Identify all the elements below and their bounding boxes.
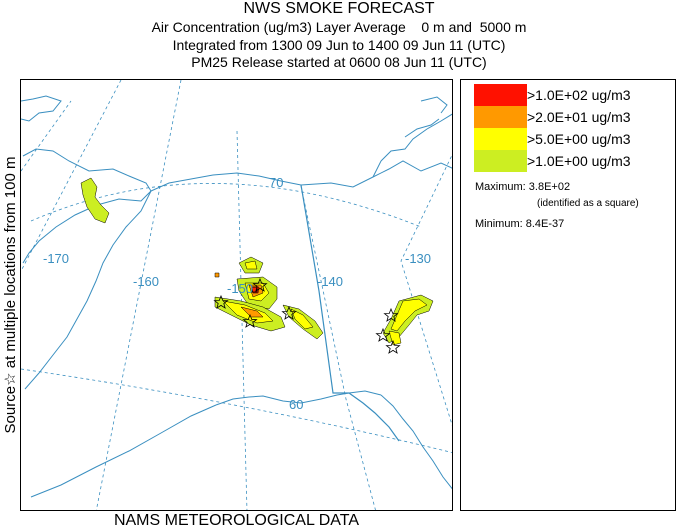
legend-swatch-3 [474, 128, 527, 150]
source-star-6 [375, 327, 391, 342]
source-star-5 [383, 307, 399, 322]
legend-swatch-2 [474, 106, 527, 128]
coast-southcentral [215, 390, 382, 406]
subtitle-release: PM25 Release started at 0600 08 Jun 11 (… [191, 54, 487, 70]
map-panel: -170 -160 -150 -140 -130 70 60 [20, 79, 453, 511]
lon-label-minus150: -150 [227, 281, 253, 296]
lon-line-minus170 [21, 80, 122, 272]
coast-panhandle [380, 394, 452, 490]
source-star-7 [385, 339, 401, 354]
source-side-label: Source☆ at multiple locations from 100 m [2, 156, 19, 434]
source-star-3 [252, 277, 268, 292]
legend-swatch-4 [474, 150, 527, 172]
subtitle-concentration: Air Concentration (ug/m3) Layer Average … [151, 19, 527, 35]
coast-north-slope [150, 160, 452, 192]
source-star-1 [213, 294, 229, 309]
lat-label-60: 60 [289, 397, 303, 412]
legend-swatch-1 [474, 84, 527, 106]
source-star-2 [242, 313, 258, 328]
legend-label-3: >5.0E+00 ug/m3 [527, 131, 631, 147]
lon-line-minus140 [300, 185, 376, 510]
legend-maximum: Maximum: 3.8E+02 [475, 181, 571, 193]
lon-line-minus130 [400, 154, 452, 426]
alaska-canada-border [300, 184, 400, 442]
lon-label-minus130: -130 [405, 251, 431, 266]
plume-chukotka [80, 177, 110, 224]
subtitle-integration: Integrated from 1300 09 Jun to 1400 09 J… [172, 37, 506, 53]
lon-label-minus140: -140 [317, 274, 343, 289]
plume-small-west [214, 272, 220, 278]
map-svg: -170 -160 -150 -140 -130 70 60 [21, 80, 452, 510]
legend-maximum-note: (identified as a square) [537, 198, 639, 209]
coast-canadian-arctic [372, 113, 452, 178]
plume-north-yellow [244, 260, 258, 270]
graticule [21, 80, 452, 510]
lon-label-minus160: -160 [133, 274, 159, 289]
border-line [300, 184, 400, 442]
source-markers [213, 277, 401, 354]
legend-minimum: Minimum: 8.4E-37 [475, 218, 565, 230]
lon-line-minus160 [95, 80, 182, 510]
coastlines [21, 95, 452, 498]
lon-label-minus170: -170 [43, 251, 69, 266]
legend-panel: >1.0E+02 ug/m3 >2.0E+01 ug/m3 >5.0E+00 u… [460, 79, 676, 511]
legend-label-4: >1.0E+00 ug/m3 [527, 153, 631, 169]
plume-east-yellow [290, 308, 314, 330]
lat-line-70 [30, 183, 422, 228]
coast-western-alaska [24, 190, 152, 390]
lon-line-minus180 [21, 100, 72, 172]
source-star-4 [281, 305, 297, 320]
page-title: NWS SMOKE FORECAST [243, 0, 435, 17]
smoke-plumes [80, 177, 434, 346]
maximum-square [251, 286, 258, 293]
graticule-labels: -170 -160 -150 -140 -130 70 60 [43, 175, 431, 412]
plume-canada-south [388, 330, 402, 346]
coast-chukotka-north [21, 95, 62, 122]
coast-aleutians [30, 404, 217, 498]
legend-label-1: >1.0E+02 ug/m3 [527, 87, 631, 103]
coast-beaufort-islands [404, 96, 448, 138]
lat-line-60 [21, 368, 452, 453]
footer-data-source: NAMS METEOROLOGICAL DATA [113, 512, 360, 529]
lat-label-70: 70 [269, 175, 283, 190]
legend-label-2: >2.0E+01 ug/m3 [527, 109, 631, 125]
plume-southwest-orange [240, 306, 264, 318]
